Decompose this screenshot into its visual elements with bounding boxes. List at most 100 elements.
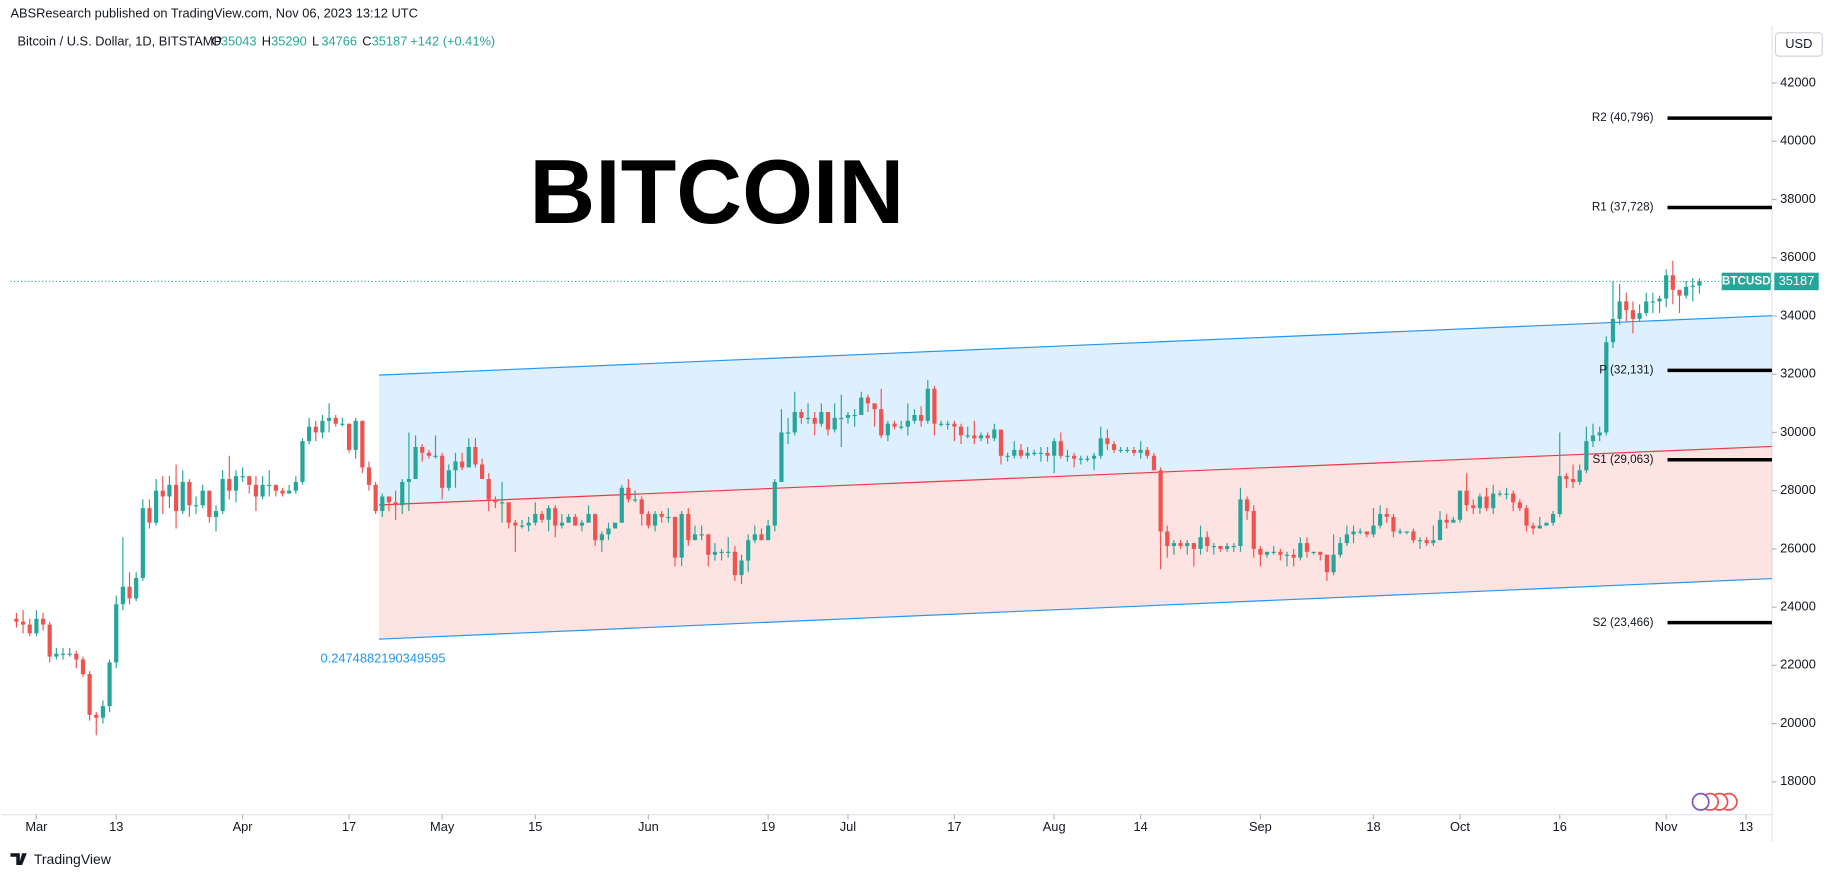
candle-body [812,417,817,424]
candle-body [839,417,844,420]
candle-body [859,397,864,415]
candle-body [287,490,292,494]
currency-box[interactable] [1774,32,1823,57]
candle-body [586,513,591,523]
candle-body [20,621,26,625]
candle-body [253,484,259,497]
candle-body [686,513,691,541]
candle-body [313,426,318,433]
chart-title: BITCOIN [529,141,904,243]
candle-body [1291,554,1296,558]
candle-body [865,397,871,404]
candle-body [499,502,505,504]
y-tick-label: 22000 [1780,657,1816,672]
candle-body [1351,531,1356,535]
candle-body [792,412,797,433]
candle-body [972,435,977,439]
candle-body [1451,519,1456,523]
candle-body [320,420,325,433]
candle-body [726,551,731,553]
candle-body [1497,493,1502,495]
candle-body [1570,479,1576,482]
candle-body [180,481,185,512]
candle-body [1690,285,1695,287]
candle-body [825,412,831,430]
candle-body [799,412,804,418]
candle-body [506,502,511,523]
candle-body [599,534,604,541]
candle-body [1085,458,1090,460]
candle-body [473,447,478,465]
candle-body [759,534,764,541]
legend-change: +142 (+0.41%) [410,33,495,48]
candle-body [393,502,398,506]
candle-body [107,662,112,707]
candle-body [94,714,99,718]
candle-body [992,429,997,439]
candle-body [1557,476,1562,514]
candle-body [1537,525,1542,529]
pivot-label: S2 (23,466) [1592,616,1653,629]
channel-lower [378,578,1772,640]
price-tag [1774,272,1819,291]
channel-upper [378,315,1772,376]
candle-body [932,388,937,424]
candle-body [54,653,59,657]
candle-body [446,470,451,488]
candle-body [400,481,405,506]
candle-body [845,414,851,418]
candle-body [626,487,631,500]
candle-body [1371,525,1376,535]
x-tick-label: May [430,819,455,834]
candle-body [998,429,1004,456]
candle-body [1391,516,1396,532]
legend-value: 35290 [271,33,307,48]
candle-body [340,423,345,425]
legend-key: C [362,33,371,48]
candle-body [326,417,332,421]
candle-body [679,513,684,558]
candle-body [579,522,584,526]
candle-body [905,420,910,427]
footer-logo [10,853,27,865]
candle-body [832,417,837,430]
candle-body [1311,551,1316,553]
candle-body [27,624,32,634]
candle-body [652,513,658,526]
candle-body [1584,441,1589,471]
candle-body [1404,531,1409,533]
candle-body [1491,493,1496,509]
candle-body [1697,281,1702,286]
candle-body [1025,452,1030,456]
candle-body [1670,275,1675,290]
candle-body [1005,455,1010,457]
candle-body [413,447,418,480]
candle-body [1484,496,1489,509]
candle-body [1444,519,1449,523]
candle-body [1105,438,1110,445]
candle-body [1111,444,1117,450]
candle-body [1657,298,1662,302]
candle-body [1590,435,1596,442]
candle-body [187,481,192,506]
candle-body [373,484,378,512]
candle-body [406,479,412,482]
candle-body [1225,545,1230,549]
candle-body [386,496,392,503]
candle-body [712,551,718,555]
candle-body [1644,301,1649,314]
candle-body [526,522,531,526]
candle-body [566,516,571,523]
candle-body [1564,476,1569,480]
candle-body [1298,543,1303,558]
candle-body [366,467,372,485]
candle-body [486,479,491,500]
candle-body [1664,275,1669,299]
candle-body [1397,531,1403,533]
candle-body [805,417,811,420]
candle-body [60,653,66,655]
candle-body [746,540,751,561]
candle-body [1278,551,1283,555]
candle-body [1610,318,1616,343]
